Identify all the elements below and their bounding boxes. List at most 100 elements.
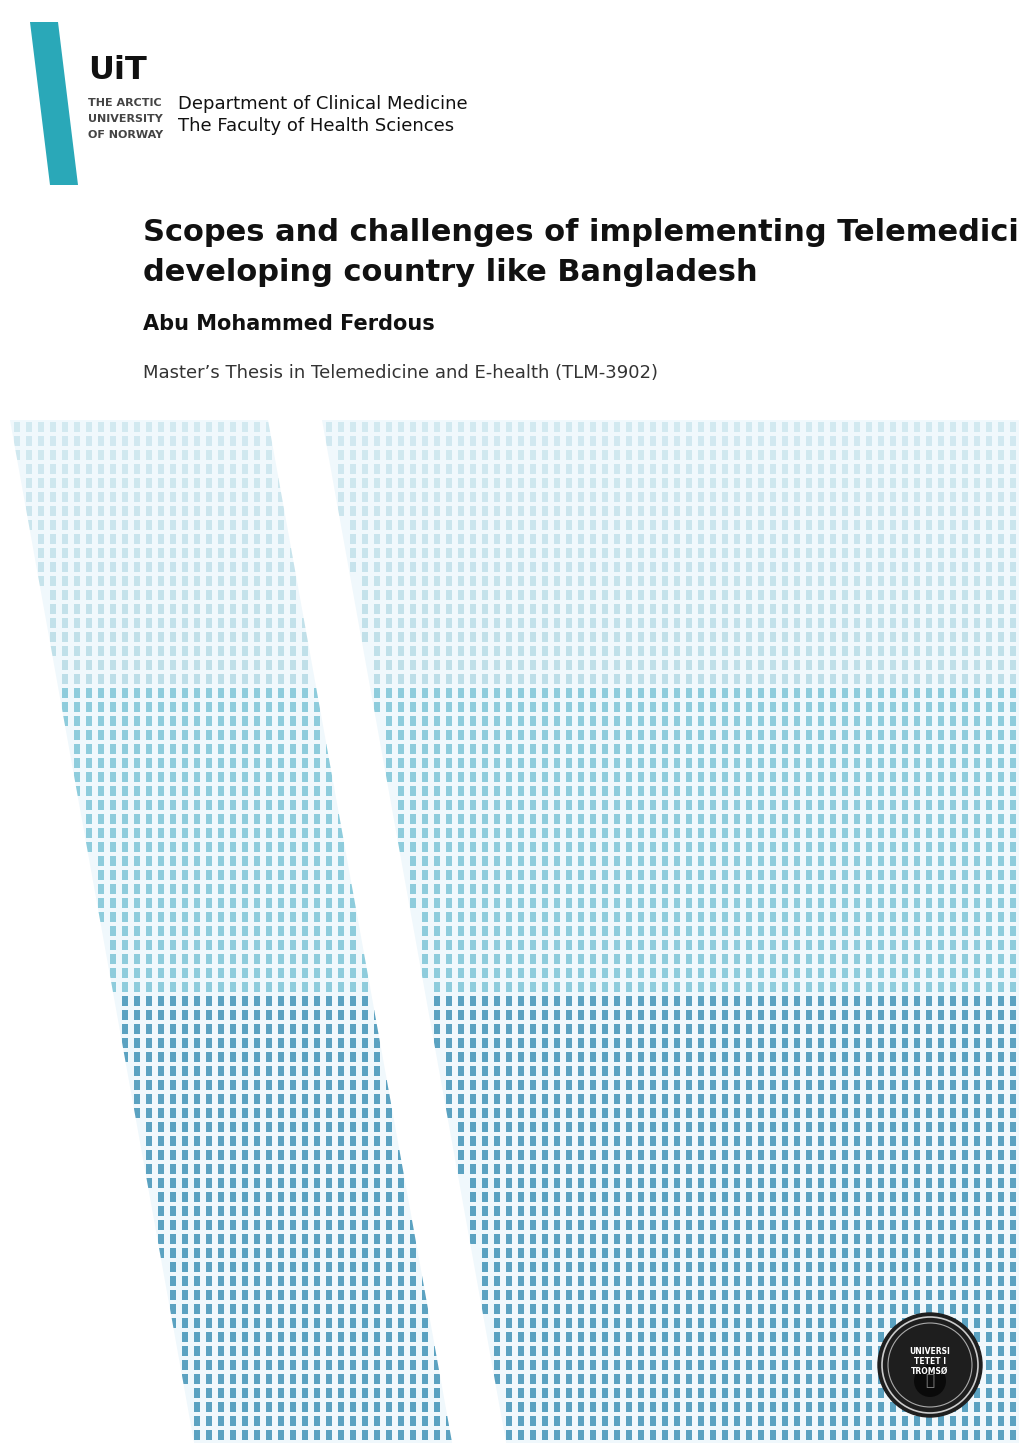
Bar — [266, 1317, 272, 1328]
Bar — [578, 758, 584, 768]
Bar — [997, 450, 1003, 460]
Bar — [985, 1276, 991, 1286]
Bar — [709, 548, 715, 558]
Bar — [470, 519, 476, 530]
Bar — [1009, 898, 1015, 908]
Text: Department of Clinical Medicine: Department of Clinical Medicine — [178, 95, 467, 113]
Bar — [805, 1276, 811, 1286]
Bar — [518, 1165, 524, 1175]
Bar — [853, 758, 859, 768]
Bar — [218, 954, 224, 964]
Bar — [782, 1219, 788, 1229]
Bar — [674, 450, 680, 460]
Bar — [674, 898, 680, 908]
Bar — [877, 730, 883, 740]
Bar — [206, 968, 212, 978]
Bar — [505, 1025, 512, 1035]
Bar — [530, 1192, 535, 1202]
Bar — [853, 618, 859, 628]
Bar — [877, 843, 883, 851]
Bar — [158, 688, 164, 698]
Bar — [385, 1359, 391, 1369]
Bar — [302, 1079, 308, 1089]
Bar — [1009, 912, 1015, 922]
Bar — [206, 1332, 212, 1342]
Bar — [649, 1403, 655, 1413]
Bar — [793, 1304, 799, 1315]
Bar — [326, 939, 331, 949]
Bar — [805, 885, 811, 895]
Bar — [745, 926, 751, 937]
Bar — [721, 1066, 728, 1076]
Bar — [709, 983, 715, 991]
Bar — [146, 1079, 152, 1089]
Bar — [385, 688, 391, 698]
Bar — [674, 1332, 680, 1342]
Bar — [697, 1304, 703, 1315]
Bar — [613, 1416, 620, 1426]
Bar — [445, 576, 451, 586]
Bar — [482, 954, 487, 964]
Bar — [937, 492, 943, 502]
Bar — [229, 1234, 235, 1244]
Bar — [961, 1290, 967, 1300]
Bar — [458, 730, 464, 740]
Bar — [350, 478, 356, 488]
Bar — [782, 1079, 788, 1089]
Bar — [853, 534, 859, 544]
Bar — [697, 799, 703, 810]
Bar — [350, 954, 356, 964]
Bar — [278, 659, 283, 670]
Bar — [589, 912, 595, 922]
Bar — [62, 436, 68, 446]
Bar — [62, 576, 68, 586]
Bar — [925, 534, 931, 544]
Bar — [470, 548, 476, 558]
Bar — [206, 1108, 212, 1118]
Bar — [601, 898, 607, 908]
Bar — [674, 983, 680, 991]
Bar — [589, 1079, 595, 1089]
Bar — [769, 605, 775, 615]
Bar — [482, 1234, 487, 1244]
Bar — [841, 561, 847, 571]
Bar — [686, 1290, 691, 1300]
Bar — [769, 701, 775, 711]
Bar — [890, 1403, 895, 1413]
Bar — [877, 1066, 883, 1076]
Bar — [925, 1234, 931, 1244]
Bar — [146, 688, 152, 698]
Bar — [578, 983, 584, 991]
Bar — [158, 450, 164, 460]
Bar — [637, 1123, 643, 1131]
Bar — [242, 758, 248, 768]
Bar — [133, 618, 140, 628]
Bar — [901, 1165, 907, 1175]
Bar — [674, 814, 680, 824]
Bar — [805, 534, 811, 544]
Bar — [541, 745, 547, 755]
Bar — [493, 478, 499, 488]
Bar — [1009, 1165, 1015, 1175]
Bar — [422, 939, 428, 949]
Bar — [901, 843, 907, 851]
Bar — [505, 590, 512, 600]
Bar — [817, 1010, 823, 1020]
Bar — [337, 885, 343, 895]
Bar — [626, 576, 632, 586]
Bar — [973, 912, 979, 922]
Bar — [314, 1123, 320, 1131]
Bar — [254, 701, 260, 711]
Bar — [242, 856, 248, 866]
Bar — [38, 548, 44, 558]
Bar — [530, 492, 535, 502]
Bar — [229, 1165, 235, 1175]
Bar — [242, 659, 248, 670]
Bar — [518, 1192, 524, 1202]
Bar — [218, 632, 224, 642]
Bar — [493, 465, 499, 473]
Bar — [505, 1346, 512, 1356]
Bar — [649, 1263, 655, 1271]
Bar — [146, 1165, 152, 1175]
Bar — [385, 465, 391, 473]
